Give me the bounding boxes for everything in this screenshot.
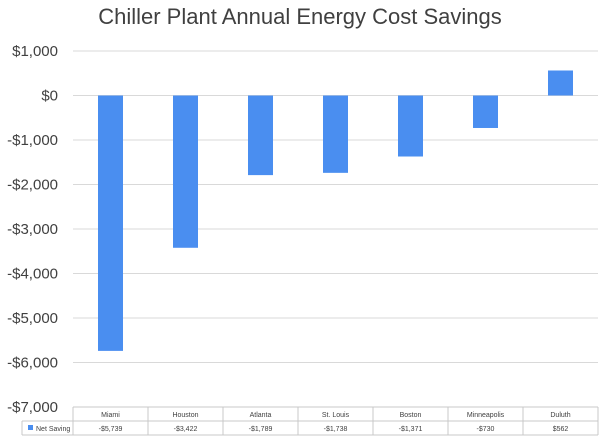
- bar-st-louis: [323, 95, 348, 173]
- legend-swatch: [28, 425, 33, 430]
- category-label: St. Louis: [322, 412, 350, 419]
- category-label: Atlanta: [250, 412, 272, 419]
- y-tick-label: -$1,000: [7, 132, 58, 149]
- data-label: -$3,422: [174, 426, 198, 433]
- y-tick-label: -$3,000: [7, 221, 58, 238]
- bar-minneapolis: [473, 95, 498, 128]
- data-label: -$730: [477, 426, 495, 433]
- y-tick-label: $1,000: [12, 43, 58, 60]
- bar-miami: [98, 95, 123, 351]
- y-tick-label: -$2,000: [7, 177, 58, 194]
- bar-boston: [398, 95, 423, 157]
- data-label: $562: [553, 426, 569, 433]
- category-label: Miami: [101, 412, 120, 419]
- chart-title: Chiller Plant Annual Energy Cost Savings: [98, 4, 502, 29]
- y-tick-label: $0: [41, 88, 58, 105]
- y-tick-label: -$7,000: [7, 399, 58, 416]
- category-label: Boston: [400, 412, 422, 419]
- y-tick-label: -$6,000: [7, 355, 58, 372]
- data-label: -$5,739: [99, 426, 123, 433]
- bar-houston: [173, 95, 198, 248]
- y-tick-label: -$4,000: [7, 266, 58, 283]
- legend-label: Net Saving: [36, 426, 70, 433]
- data-label: -$1,738: [324, 426, 348, 433]
- category-label: Houston: [172, 412, 198, 419]
- y-tick-label: -$5,000: [7, 310, 58, 327]
- data-label: -$1,371: [399, 426, 423, 433]
- category-label: Minneapolis: [467, 412, 505, 419]
- bar-duluth: [548, 70, 573, 96]
- category-label: Duluth: [550, 412, 570, 419]
- bar-atlanta: [248, 95, 273, 176]
- data-label: -$1,789: [249, 426, 273, 433]
